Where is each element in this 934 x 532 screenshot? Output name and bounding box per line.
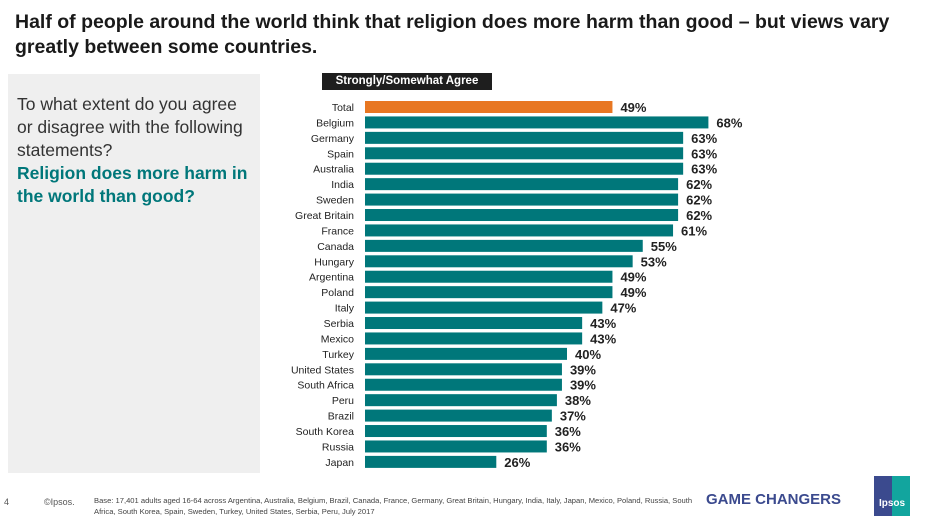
data-label: 43% [590, 316, 616, 331]
category-label: Hungary [314, 256, 354, 268]
ipsos-logo: Ipsos [874, 476, 910, 516]
base-note: Base: 17,401 adults aged 16-64 across Ar… [94, 496, 693, 516]
bar-serbia [365, 317, 583, 330]
data-label: 63% [691, 146, 717, 161]
category-label: South Africa [297, 380, 354, 392]
data-label: 62% [686, 208, 712, 223]
bar-spain [365, 147, 684, 160]
data-label: 43% [590, 331, 616, 346]
data-label: 62% [686, 177, 712, 192]
data-label: 55% [651, 239, 677, 254]
category-label: Argentina [309, 272, 354, 284]
data-label: 68% [716, 115, 742, 130]
data-label: 62% [686, 193, 712, 208]
question-text: To what extent do you agree or disagree … [17, 93, 257, 208]
tagline: GAME CHANGERS [706, 491, 842, 508]
data-label: 53% [641, 254, 667, 269]
data-label: 63% [691, 131, 717, 146]
bar-south-africa [365, 378, 562, 391]
category-label: France [321, 225, 354, 237]
bar-canada [365, 239, 643, 252]
data-label: 47% [610, 301, 636, 316]
category-label: Japan [325, 457, 354, 469]
data-label: 49% [620, 285, 646, 300]
page-number: 4 [4, 497, 10, 507]
category-label: United States [291, 364, 354, 376]
question-prompt: To what extent do you agree or disagree … [17, 94, 243, 160]
bar-germany [365, 131, 684, 144]
bar-hungary [365, 255, 633, 268]
category-label: Italy [335, 303, 355, 315]
category-label: Peru [332, 395, 354, 407]
category-label: South Korea [296, 426, 355, 438]
bar-total [365, 101, 613, 113]
legend-label: Strongly/Somewhat Agree [322, 73, 492, 90]
data-label: 36% [555, 424, 581, 439]
category-label: Belgium [316, 117, 354, 129]
bar-poland [365, 286, 613, 299]
bar-australia [365, 162, 684, 175]
data-label: 36% [555, 439, 581, 454]
question-statement: Religion does more harm in the world tha… [17, 163, 248, 206]
data-label: 63% [691, 162, 717, 177]
bar-brazil [365, 409, 552, 422]
data-label: 39% [570, 378, 596, 393]
category-label: Total [332, 102, 354, 114]
bar-russia [365, 440, 547, 453]
category-label: Sweden [316, 195, 354, 207]
bar-south-korea [365, 425, 547, 438]
bar-france [365, 224, 674, 237]
data-label: 37% [560, 409, 586, 424]
category-label: Serbia [324, 318, 355, 330]
category-label: Australia [313, 164, 354, 176]
data-label: 39% [570, 362, 596, 377]
category-label: India [331, 179, 354, 191]
data-label: 61% [681, 223, 707, 238]
copyright: ©Ipsos. [44, 497, 75, 507]
category-label: Russia [322, 441, 354, 453]
category-label: Germany [311, 133, 355, 145]
bar-japan [365, 455, 497, 468]
category-label: Turkey [322, 349, 354, 361]
category-label: Spain [327, 148, 354, 160]
bar-argentina [365, 270, 613, 283]
bar-belgium [365, 116, 709, 129]
category-label: Brazil [328, 411, 354, 423]
bar-turkey [365, 347, 567, 360]
data-label: 38% [565, 393, 591, 408]
bar-peru [365, 394, 557, 407]
data-label: 40% [575, 347, 601, 362]
category-label: Mexico [321, 333, 354, 345]
category-label: Poland [321, 287, 354, 299]
category-label: Great Britain [295, 210, 354, 222]
bar-india [365, 178, 679, 191]
bar-great-britain [365, 209, 679, 222]
bar-italy [365, 301, 603, 314]
bar-mexico [365, 332, 583, 345]
data-label: 49% [620, 100, 646, 115]
bar-united-states [365, 363, 562, 376]
bar-sweden [365, 193, 679, 206]
category-label: Canada [317, 241, 354, 253]
data-label: 26% [504, 455, 530, 470]
data-label: 49% [620, 270, 646, 285]
slide-title: Half of people around the world think th… [15, 11, 890, 58]
question-panel [8, 74, 260, 473]
